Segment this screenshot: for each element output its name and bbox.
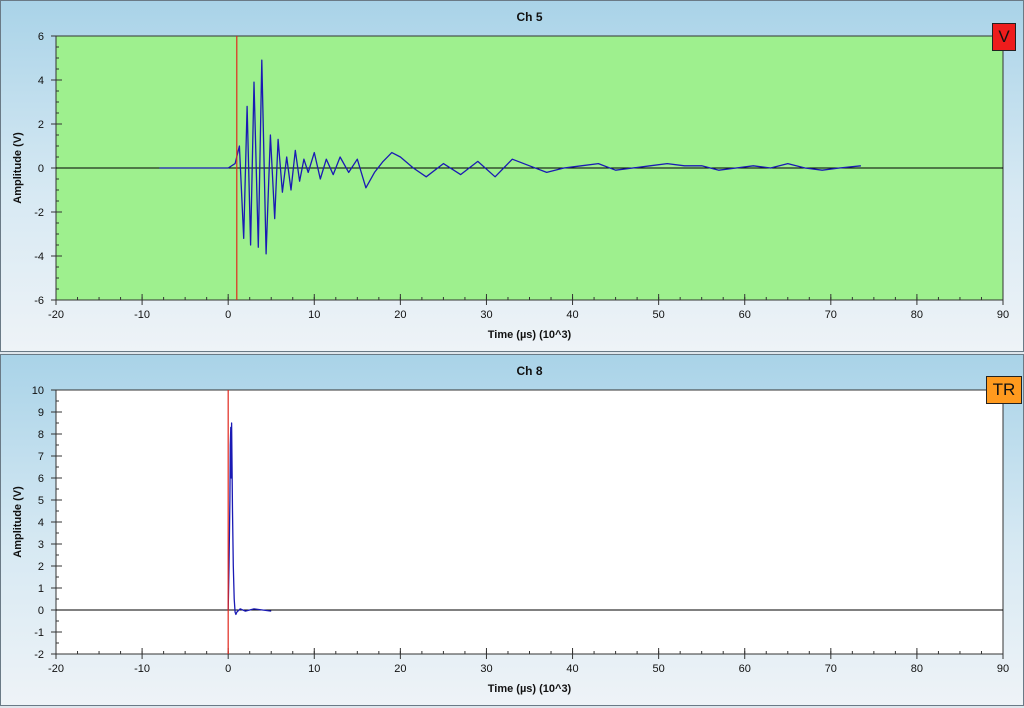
y-tick-label: 6	[38, 31, 44, 43]
x-tick-label: 0	[225, 309, 231, 321]
y-tick-label: 8	[38, 429, 44, 441]
x-tick-label: 60	[739, 309, 751, 321]
x-tick-label: 30	[480, 663, 492, 675]
tr-badge[interactable]: TR	[986, 376, 1022, 404]
x-tick-label: 60	[739, 663, 751, 675]
x-tick-label: 40	[566, 663, 578, 675]
x-tick-label: 50	[653, 663, 665, 675]
x-tick-label: 30	[480, 309, 492, 321]
x-tick-label: 70	[825, 309, 837, 321]
y-tick-label: -6	[34, 295, 44, 307]
chart-title: Ch 5	[516, 10, 542, 24]
y-tick-label: 9	[38, 407, 44, 419]
y-tick-label: 4	[38, 75, 44, 87]
y-tick-label: 4	[38, 517, 44, 529]
y-tick-label: 1	[38, 583, 44, 595]
y-tick-label: -4	[34, 251, 44, 263]
x-tick-label: -20	[48, 663, 64, 675]
channel-8-panel: Ch 8 -2 -1 0 1 2 3 4 5 6 7 8 9 10 -20 -10 0 10 20 30 40 50 60 7…	[0, 354, 1024, 706]
y-tick-label: 2	[38, 119, 44, 131]
x-tick-label: -20	[48, 309, 64, 321]
x-tick-label: 10	[308, 309, 320, 321]
y-tick-label: 0	[38, 605, 44, 617]
y-tick-label: 2	[38, 561, 44, 573]
y-tick-label: 3	[38, 539, 44, 551]
x-tick-label: 0	[225, 663, 231, 675]
waveform-series	[227, 422, 272, 616]
x-tick-label: 90	[997, 663, 1009, 675]
x-tick-label: -10	[134, 309, 150, 321]
y-tick-label: -2	[34, 207, 44, 219]
x-tick-label: -10	[134, 663, 150, 675]
x-tick-label: 20	[394, 309, 406, 321]
y-tick-label: 6	[38, 473, 44, 485]
x-tick-label: 20	[394, 663, 406, 675]
y-tick-label: -2	[34, 649, 44, 661]
x-tick-label: 10	[308, 663, 320, 675]
waveform-series	[159, 59, 861, 255]
x-tick-label: 80	[911, 663, 923, 675]
y-tick-label: 10	[32, 385, 44, 397]
x-tick-label: 90	[997, 309, 1009, 321]
y-tick-label: 0	[38, 163, 44, 175]
y-tick-label: 5	[38, 495, 44, 507]
channel-5-panel: Ch 5 -6 -4 -2 0 2 4 6 -20 -10 0 10 20 30 40 50 60 70 80 90 T…	[0, 0, 1024, 352]
y-axis-title: Amplitude (V)	[12, 132, 24, 204]
x-tick-label: 70	[825, 663, 837, 675]
x-tick-label: 50	[653, 309, 665, 321]
y-axis-title: Amplitude (V)	[12, 486, 24, 558]
y-tick-label: -1	[34, 627, 44, 639]
x-tick-label: 40	[566, 309, 578, 321]
y-tick-label: 7	[38, 451, 44, 463]
x-axis-title: Time (µs) (10^3)	[488, 329, 572, 341]
x-axis-title: Time (µs) (10^3)	[488, 683, 572, 695]
x-tick-label: 80	[911, 309, 923, 321]
chart-title: Ch 8	[516, 364, 542, 378]
plot-area	[55, 389, 1004, 655]
v-badge[interactable]: V	[992, 23, 1016, 51]
